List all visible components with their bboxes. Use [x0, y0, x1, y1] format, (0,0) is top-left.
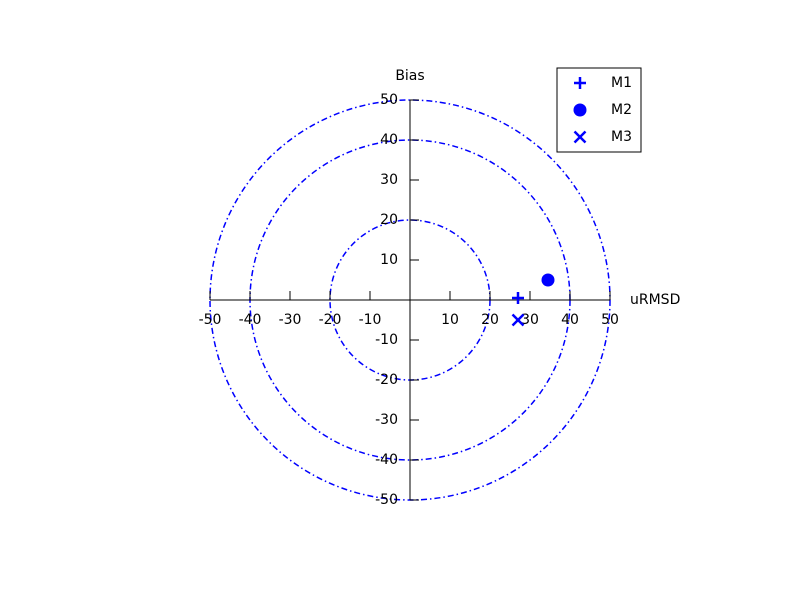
legend-box [556, 67, 642, 153]
x-ticks: -50 -40 -30 -20 -10 10 20 30 40 50 [199, 291, 619, 328]
legend-label-m1: M1 [611, 75, 632, 91]
x-tick-label: 40 [561, 312, 579, 328]
x-tick-label: -10 [359, 312, 382, 328]
y-tick-label: 30 [380, 172, 398, 188]
legend: M1 M2 M3 [556, 67, 642, 153]
y-tick-label: -50 [375, 492, 398, 508]
axes: -50 -40 -30 -20 -10 10 20 30 40 50 -50 -40 -30 -20 -1… [199, 92, 619, 508]
data-points [511, 273, 555, 327]
x-tick-label: 20 [481, 312, 499, 328]
data-point-m2 [541, 273, 555, 287]
x-tick-label: 50 [601, 312, 619, 328]
x-tick-label: -40 [239, 312, 262, 328]
y-tick-label: -10 [375, 332, 398, 348]
x-tick-label: -50 [199, 312, 222, 328]
legend-marker-m1 [574, 77, 586, 89]
x-tick-label: 10 [441, 312, 459, 328]
x-tick-label: -30 [279, 312, 302, 328]
y-tick-label: -30 [375, 412, 398, 428]
legend-label-m3: M3 [611, 129, 632, 145]
y-tick-label: 40 [380, 132, 398, 148]
legend-marker-m3 [573, 130, 587, 144]
y-tick-label: 10 [380, 252, 398, 268]
y-tick-label: -40 [375, 452, 398, 468]
legend-items: M1 M2 M3 [573, 75, 632, 145]
x-axis-title: uRMSD [630, 292, 680, 308]
y-axis-title: Bias [395, 68, 424, 84]
x-tick-label: 30 [521, 312, 539, 328]
y-tick-label: 50 [380, 92, 398, 108]
data-point-m1 [512, 292, 524, 304]
y-tick-label: 20 [380, 212, 398, 228]
x-tick-label: -20 [319, 312, 342, 328]
legend-marker-m2 [573, 103, 587, 117]
data-point-m3 [511, 313, 525, 327]
y-tick-label: -20 [375, 372, 398, 388]
legend-label-m2: M2 [611, 102, 632, 118]
y-ticks: -50 -40 -30 -20 -10 10 20 30 40 50 [375, 92, 419, 508]
